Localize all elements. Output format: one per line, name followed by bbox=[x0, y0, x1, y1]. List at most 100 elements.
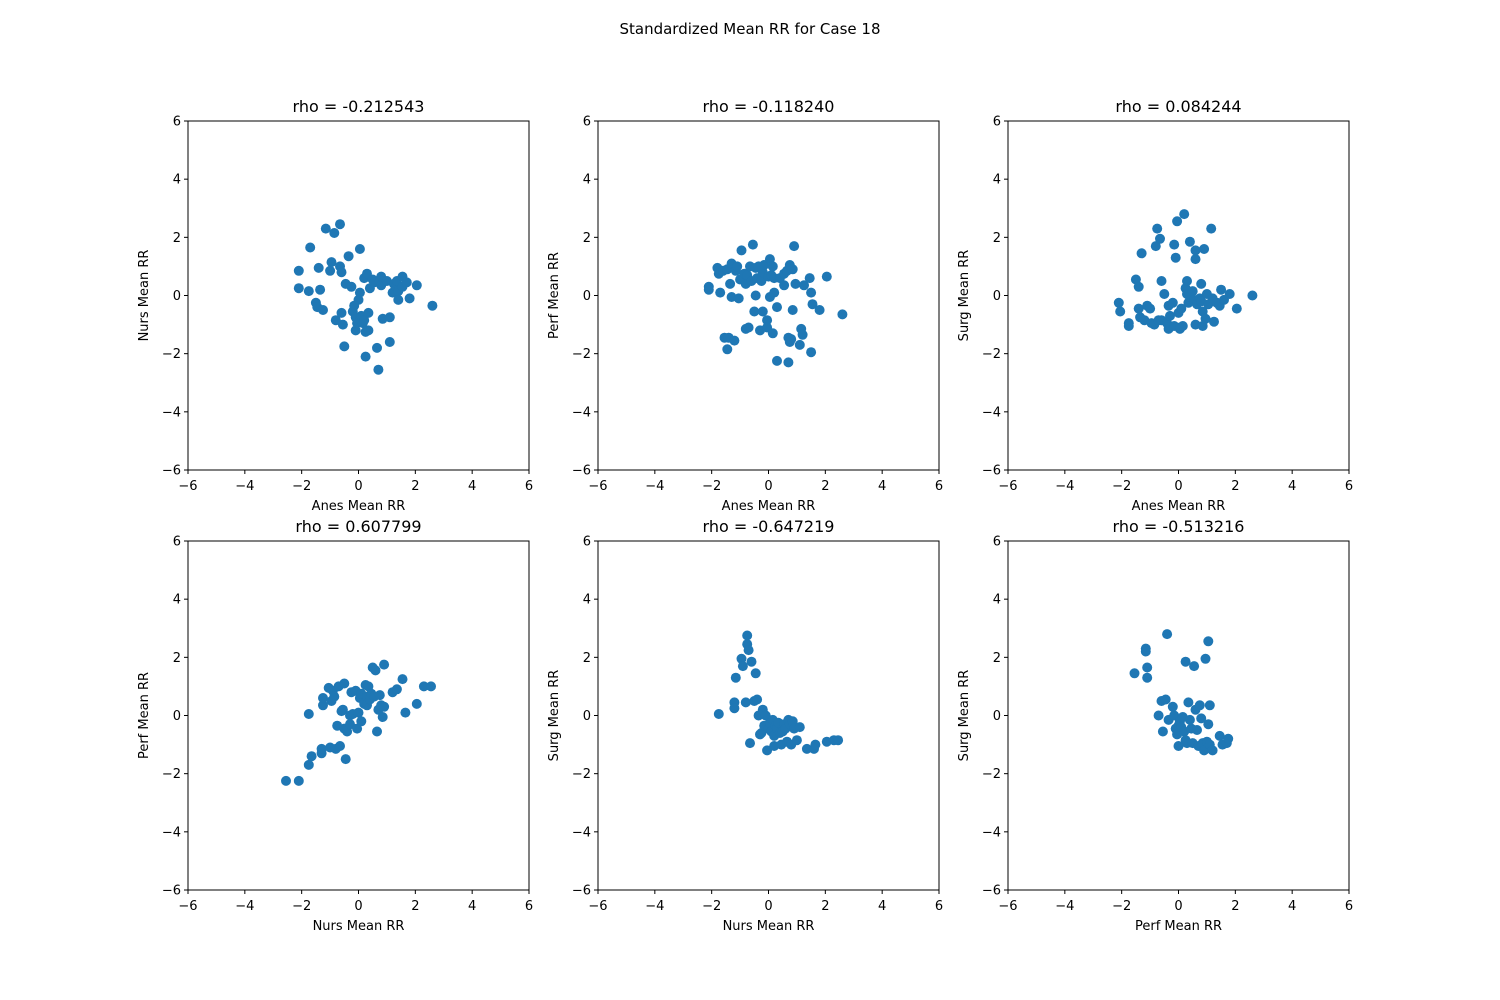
axes-title: rho = 0.084244 bbox=[1115, 97, 1241, 116]
data-point bbox=[1152, 223, 1163, 234]
data-point bbox=[772, 355, 782, 366]
x-tick-label: 0 bbox=[764, 479, 772, 494]
y-tick-label: −4 bbox=[982, 825, 1001, 840]
y-tick-label: 6 bbox=[583, 535, 591, 550]
data-point bbox=[789, 241, 800, 252]
data-point bbox=[379, 659, 390, 670]
x-tick-label: 4 bbox=[878, 479, 886, 494]
data-point bbox=[337, 319, 348, 330]
data-point bbox=[1200, 313, 1211, 324]
data-point bbox=[1247, 290, 1258, 301]
y-tick-label: −4 bbox=[162, 405, 181, 420]
data-point bbox=[1192, 725, 1202, 735]
data-point bbox=[767, 261, 778, 272]
data-point bbox=[762, 315, 773, 326]
data-point bbox=[746, 656, 757, 667]
x-tick-label: −4 bbox=[1055, 899, 1074, 914]
x-tick-label: 6 bbox=[525, 899, 533, 914]
data-point bbox=[363, 325, 374, 336]
y-tick-label: 4 bbox=[993, 173, 1001, 188]
y-tick-label: −6 bbox=[162, 464, 181, 479]
x-tick-label: 2 bbox=[1231, 899, 1239, 914]
data-point bbox=[1115, 306, 1126, 317]
y-tick-label: 4 bbox=[583, 173, 591, 188]
scatter-panel: −6 −4 −2 0 2 4 6 −6 −4 −2 0 2 4 6 rho = -0.647219 Nurs … bbox=[547, 517, 943, 934]
data-point bbox=[821, 271, 832, 282]
y-tick-label: −6 bbox=[162, 884, 181, 899]
data-point bbox=[1206, 223, 1217, 234]
data-point bbox=[373, 364, 384, 375]
x-tick-label: −4 bbox=[645, 479, 664, 494]
x-tick-label: 2 bbox=[411, 899, 419, 914]
data-point bbox=[713, 709, 724, 719]
x-tick-label: 4 bbox=[878, 899, 886, 914]
y-tick-label: −2 bbox=[982, 767, 1001, 782]
data-point bbox=[804, 273, 815, 284]
data-point bbox=[1176, 303, 1187, 314]
data-point bbox=[1209, 316, 1219, 327]
y-tick-label: −2 bbox=[982, 347, 1001, 362]
data-point bbox=[1190, 254, 1201, 265]
data-point bbox=[757, 306, 768, 317]
data-point bbox=[306, 751, 317, 762]
x-axis-label: Nurs Mean RR bbox=[313, 919, 405, 934]
y-tick-label: −6 bbox=[572, 464, 591, 479]
data-point bbox=[1173, 741, 1184, 751]
x-axis-label: Perf Mean RR bbox=[1135, 919, 1222, 934]
data-point bbox=[352, 723, 363, 734]
x-axis-label: Anes Mean RR bbox=[722, 499, 816, 514]
data-point bbox=[837, 309, 848, 320]
data-point bbox=[1142, 672, 1153, 683]
y-axis-label: Surg Mean RR bbox=[957, 250, 972, 342]
y-tick-label: 2 bbox=[993, 651, 1001, 666]
x-tick-label: 2 bbox=[821, 479, 829, 494]
data-point bbox=[339, 678, 350, 689]
data-point bbox=[769, 287, 780, 298]
data-point bbox=[1180, 656, 1191, 667]
x-tick-label: −6 bbox=[178, 899, 197, 914]
data-point bbox=[397, 674, 408, 685]
y-tick-label: −6 bbox=[572, 884, 591, 899]
data-point bbox=[1203, 636, 1214, 647]
data-point bbox=[293, 283, 304, 294]
scatter-panel: −6 −4 −2 0 2 4 6 −6 −4 −2 0 2 4 6 rho = 0.607799 Nurs M… bbox=[137, 517, 533, 934]
data-point bbox=[736, 245, 747, 256]
data-point bbox=[384, 337, 395, 347]
data-point bbox=[833, 735, 844, 746]
data-point bbox=[1140, 646, 1151, 657]
data-point bbox=[340, 754, 351, 765]
data-point bbox=[313, 262, 324, 273]
data-point bbox=[729, 335, 740, 346]
data-point bbox=[1136, 248, 1147, 259]
data-point bbox=[1223, 733, 1234, 744]
y-tick-label: −2 bbox=[572, 347, 591, 362]
data-point bbox=[293, 265, 304, 276]
x-tick-label: −2 bbox=[292, 899, 311, 914]
data-point bbox=[1133, 303, 1144, 314]
data-point bbox=[336, 267, 347, 278]
scatter-panel: −6 −4 −2 0 2 4 6 −6 −4 −2 0 2 4 6 rho = 0.084244 Anes M… bbox=[957, 97, 1353, 514]
y-tick-label: 2 bbox=[583, 231, 591, 246]
data-point bbox=[315, 284, 326, 295]
scatter-panel: −6 −4 −2 0 2 4 6 −6 −4 −2 0 2 4 6 rho = -0.118240 Anes … bbox=[547, 97, 943, 514]
data-point bbox=[1196, 713, 1207, 724]
data-point bbox=[725, 278, 736, 289]
data-point bbox=[427, 300, 438, 311]
data-point bbox=[730, 672, 741, 683]
x-tick-label: −6 bbox=[588, 899, 607, 914]
x-tick-label: 6 bbox=[1345, 899, 1353, 914]
x-tick-label: 6 bbox=[1345, 479, 1353, 494]
y-tick-label: 4 bbox=[173, 593, 181, 608]
data-point bbox=[303, 709, 314, 719]
data-point bbox=[404, 293, 415, 304]
x-tick-label: 4 bbox=[1288, 899, 1296, 914]
data-point bbox=[752, 694, 763, 705]
data-point bbox=[1177, 321, 1188, 331]
x-axis-label: Anes Mean RR bbox=[312, 499, 406, 514]
data-point bbox=[790, 278, 801, 289]
data-point bbox=[801, 743, 812, 754]
data-point bbox=[794, 722, 805, 733]
x-axis-label: Anes Mean RR bbox=[1132, 499, 1226, 514]
axes-title: rho = -0.513216 bbox=[1113, 517, 1245, 536]
data-point bbox=[325, 265, 336, 276]
